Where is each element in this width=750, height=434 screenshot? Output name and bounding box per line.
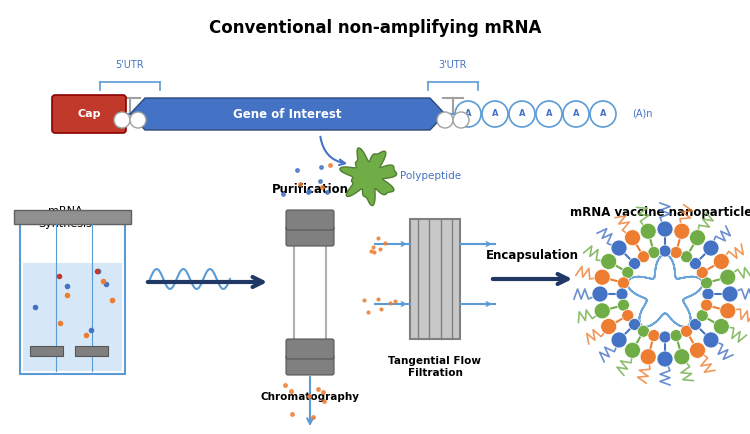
Circle shape [628,319,640,330]
Circle shape [700,299,712,311]
Polygon shape [340,148,397,206]
Circle shape [601,319,616,335]
Circle shape [700,277,712,289]
Text: 3'UTR: 3'UTR [439,60,467,70]
Circle shape [625,342,640,358]
Text: Purification: Purification [272,183,349,196]
Text: Conventional non-amplifying mRNA: Conventional non-amplifying mRNA [209,19,542,37]
Circle shape [689,342,706,358]
Circle shape [680,325,692,337]
Circle shape [674,223,690,239]
Circle shape [622,266,634,279]
FancyBboxPatch shape [286,355,334,375]
FancyBboxPatch shape [20,224,125,374]
Circle shape [617,299,629,311]
Circle shape [702,288,714,300]
Circle shape [689,319,701,330]
Circle shape [659,331,671,343]
Text: 5'UTR: 5'UTR [116,60,144,70]
Text: Gene of Interest: Gene of Interest [232,108,341,121]
Circle shape [628,258,640,270]
Circle shape [536,101,562,127]
FancyBboxPatch shape [286,210,334,230]
Circle shape [594,303,610,319]
Circle shape [720,269,736,285]
Circle shape [659,245,671,257]
Text: mRNA
Synthesis: mRNA Synthesis [38,206,92,229]
Circle shape [601,253,616,270]
Text: A: A [600,109,606,118]
Polygon shape [130,98,445,130]
Circle shape [689,230,706,246]
Circle shape [616,288,628,300]
FancyBboxPatch shape [286,339,334,359]
Circle shape [617,277,629,289]
Circle shape [622,309,634,322]
Circle shape [130,112,146,128]
Text: mRNA vaccine nanoparticles: mRNA vaccine nanoparticles [570,206,750,219]
Circle shape [703,332,719,348]
Circle shape [689,258,701,270]
Circle shape [590,101,616,127]
FancyBboxPatch shape [286,226,334,246]
FancyBboxPatch shape [52,95,126,133]
Circle shape [611,332,627,348]
FancyBboxPatch shape [30,346,63,356]
Circle shape [437,112,453,128]
Circle shape [611,240,627,256]
Text: Chromatography: Chromatography [260,392,359,402]
Circle shape [648,329,660,342]
Circle shape [563,101,589,127]
Text: A: A [519,109,525,118]
FancyBboxPatch shape [75,346,108,356]
Circle shape [720,303,736,319]
Text: A: A [546,109,552,118]
Circle shape [594,269,610,285]
Text: A: A [492,109,498,118]
Text: A: A [573,109,579,118]
FancyBboxPatch shape [294,236,326,349]
Circle shape [509,101,535,127]
Circle shape [674,349,690,365]
Text: Tangential Flow
Filtration: Tangential Flow Filtration [388,356,482,378]
Circle shape [657,221,673,237]
Circle shape [696,309,708,322]
Circle shape [638,251,650,263]
Circle shape [657,351,673,367]
Circle shape [114,112,130,128]
Circle shape [703,240,719,256]
Text: A: A [465,109,471,118]
Circle shape [670,247,682,259]
Circle shape [640,349,656,365]
Text: (A)n: (A)n [632,109,652,119]
Circle shape [670,329,682,342]
Circle shape [453,112,469,128]
Circle shape [713,319,729,335]
Circle shape [625,230,640,246]
Circle shape [455,101,481,127]
Circle shape [638,325,650,337]
FancyBboxPatch shape [410,219,460,339]
Text: Polypeptide: Polypeptide [400,171,461,181]
Text: Encapsulation: Encapsulation [485,249,578,262]
Circle shape [722,286,738,302]
Circle shape [713,253,729,270]
Circle shape [696,266,708,279]
Circle shape [648,247,660,259]
Circle shape [592,286,608,302]
FancyBboxPatch shape [23,263,122,371]
Circle shape [640,223,656,239]
Circle shape [680,251,692,263]
Text: Cap: Cap [77,109,101,119]
FancyBboxPatch shape [14,210,131,224]
Circle shape [482,101,508,127]
